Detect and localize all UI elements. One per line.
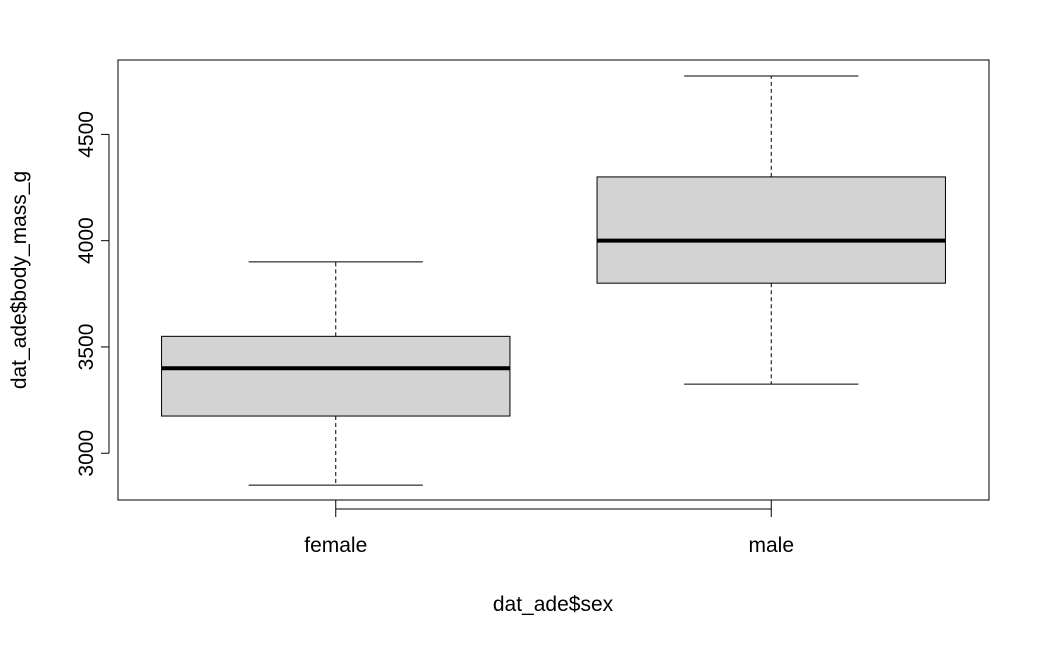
iqr-box — [596, 176, 946, 284]
y-axis-label: dat_ade$body_mass_g — [8, 171, 31, 389]
y-tick-label: 4000 — [75, 217, 98, 264]
iqr-box — [161, 335, 511, 417]
x-axis-label: dat_ade$sex — [493, 593, 614, 616]
plot-frame — [117, 59, 990, 501]
box-female — [161, 261, 511, 486]
y-tick-label: 4500 — [75, 111, 98, 158]
boxes-layer — [161, 75, 946, 486]
x-tick-label: female — [304, 534, 367, 557]
box-male — [596, 75, 946, 385]
y-tick-label: 3500 — [75, 324, 98, 371]
y-axis: 3000 3500 4000 4500 — [75, 111, 110, 477]
x-tick-label: male — [748, 534, 794, 557]
y-tick-label: 3000 — [75, 430, 98, 477]
x-axis: female male — [304, 500, 794, 557]
